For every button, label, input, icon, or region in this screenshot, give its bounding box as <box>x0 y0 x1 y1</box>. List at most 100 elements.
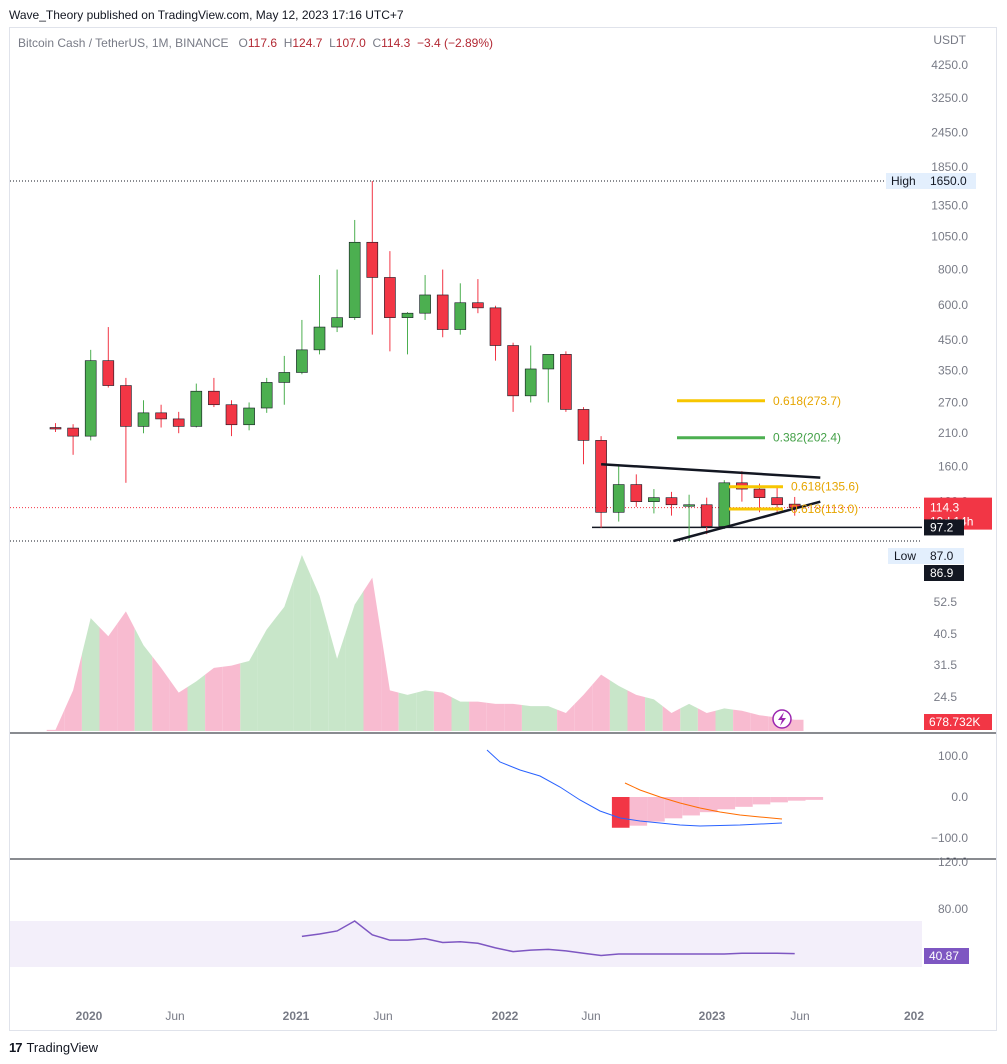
time-axis-tick: Jun <box>581 1009 600 1023</box>
price-axis-tick: 600.0 <box>938 298 968 312</box>
volume-area <box>609 680 628 731</box>
volume-area <box>557 703 575 731</box>
macd-line <box>486 749 783 827</box>
support-value: 97.2 <box>930 520 954 534</box>
rsi-axis-tick: 120.0 <box>938 855 968 869</box>
macd-axis-tick: −100.0 <box>931 831 968 845</box>
volume-area <box>398 692 417 731</box>
volume-area <box>539 706 558 731</box>
candle-body <box>648 497 660 502</box>
volume-area <box>275 580 294 731</box>
volume-area <box>381 633 399 731</box>
volume-area <box>345 591 364 731</box>
lightning-icon <box>772 709 792 729</box>
volume-area <box>222 663 241 731</box>
volume-area <box>451 697 470 731</box>
volume-area <box>117 611 135 731</box>
volume-tag <box>924 714 992 730</box>
candle-body <box>489 307 502 346</box>
volume-area <box>293 555 311 731</box>
volume-area <box>169 680 188 731</box>
price-axis-tick: 160.0 <box>938 459 968 473</box>
macd-histogram-bar <box>752 797 771 805</box>
macd-histogram-bar <box>664 797 683 819</box>
volume-area <box>504 703 522 731</box>
candle-body <box>507 345 519 397</box>
time-axis-tick: 2022 <box>492 1009 519 1023</box>
volume-area <box>645 697 663 731</box>
open-value: 117.6 <box>247 36 278 50</box>
volume-axis-tick: 40.5 <box>934 627 958 641</box>
price-axis-tick: 3250.0 <box>931 91 968 105</box>
volume-area <box>486 702 505 731</box>
footer: 17 TradingView <box>9 1040 98 1055</box>
candle-body <box>665 497 678 506</box>
volume-area <box>310 575 329 731</box>
volume-area <box>99 623 118 731</box>
volume-area <box>627 690 646 731</box>
candle-body <box>612 484 625 513</box>
candle-body <box>700 504 713 527</box>
candle-body <box>630 484 643 502</box>
volume-area <box>469 701 487 731</box>
volume-area <box>433 691 452 731</box>
change-value: −3.4 (−2.89%) <box>416 36 494 50</box>
volume-axis-tick: 52.5 <box>934 595 958 609</box>
candle-body <box>401 312 414 318</box>
volume-area <box>187 674 206 731</box>
candle-body <box>718 482 731 527</box>
lightning-icon-bolt <box>778 712 786 726</box>
macd-histogram-bar <box>629 797 648 826</box>
legend: Bitcoin Cash / TetherUS, 1M, BINANCE O11… <box>18 36 493 50</box>
rsi-line <box>301 920 795 957</box>
rsi-value: 40.87 <box>929 949 959 963</box>
price-axis-tick: 450.0 <box>938 333 968 347</box>
time-axis-tick: 2020 <box>76 1009 103 1023</box>
macd-histogram-bar <box>805 797 824 800</box>
price-axis-tick: 2450.0 <box>931 126 968 140</box>
high-tag-bg <box>886 173 924 189</box>
publisher-caption: Wave_Theory published on TradingView.com… <box>9 8 404 22</box>
macd-histogram-bar <box>787 797 806 801</box>
candle-body <box>683 504 695 507</box>
macd-histogram-bar <box>611 797 630 828</box>
volume-area <box>257 618 276 731</box>
candle-body <box>102 360 115 386</box>
fib-level-label: 0.618(113.0) <box>791 502 858 516</box>
rsi-tag <box>924 948 969 964</box>
volume-area <box>592 674 610 731</box>
rsi-band <box>10 921 922 967</box>
candle-body <box>366 241 379 278</box>
price-axis-tick: 800.0 <box>938 263 968 277</box>
symbol-title: Bitcoin Cash / TetherUS, 1M, BINANCE <box>18 36 229 50</box>
signal-line <box>624 782 783 820</box>
candle-body <box>384 277 396 318</box>
price-axis-tick: 1350.0 <box>931 199 968 213</box>
volume-axis-tick: 31.5 <box>934 658 958 672</box>
candle-body <box>172 418 185 427</box>
volume-area <box>363 577 382 731</box>
volume-area <box>733 709 751 731</box>
price-axis-tick: 4250.0 <box>931 58 968 72</box>
fib-level-label: 0.618(273.7) <box>773 394 841 408</box>
candle-body <box>753 488 766 498</box>
footer-brand: TradingView <box>26 1040 99 1055</box>
candle-body <box>436 294 449 330</box>
candle-body <box>472 302 484 309</box>
low-label: L <box>329 36 336 50</box>
volume-area <box>134 628 153 731</box>
volume-area <box>416 690 434 731</box>
volume-area <box>152 656 170 731</box>
volume-area <box>680 703 698 731</box>
candle-body <box>577 409 590 441</box>
candle-body <box>278 372 291 383</box>
chart-frame <box>9 27 997 1031</box>
chart-canvas[interactable]: 0.618(273.7) 0.382(202.4) 0.618(135.6) 0.61… <box>0 0 1007 1040</box>
low-value-bg <box>924 548 964 564</box>
high-tag-label: High <box>891 174 916 188</box>
high-label: H <box>283 36 293 50</box>
low-close-tag <box>924 565 964 581</box>
tradingview-logo-icon: 17 <box>9 1040 23 1055</box>
candle-body <box>120 385 132 427</box>
candle-body <box>225 404 238 426</box>
